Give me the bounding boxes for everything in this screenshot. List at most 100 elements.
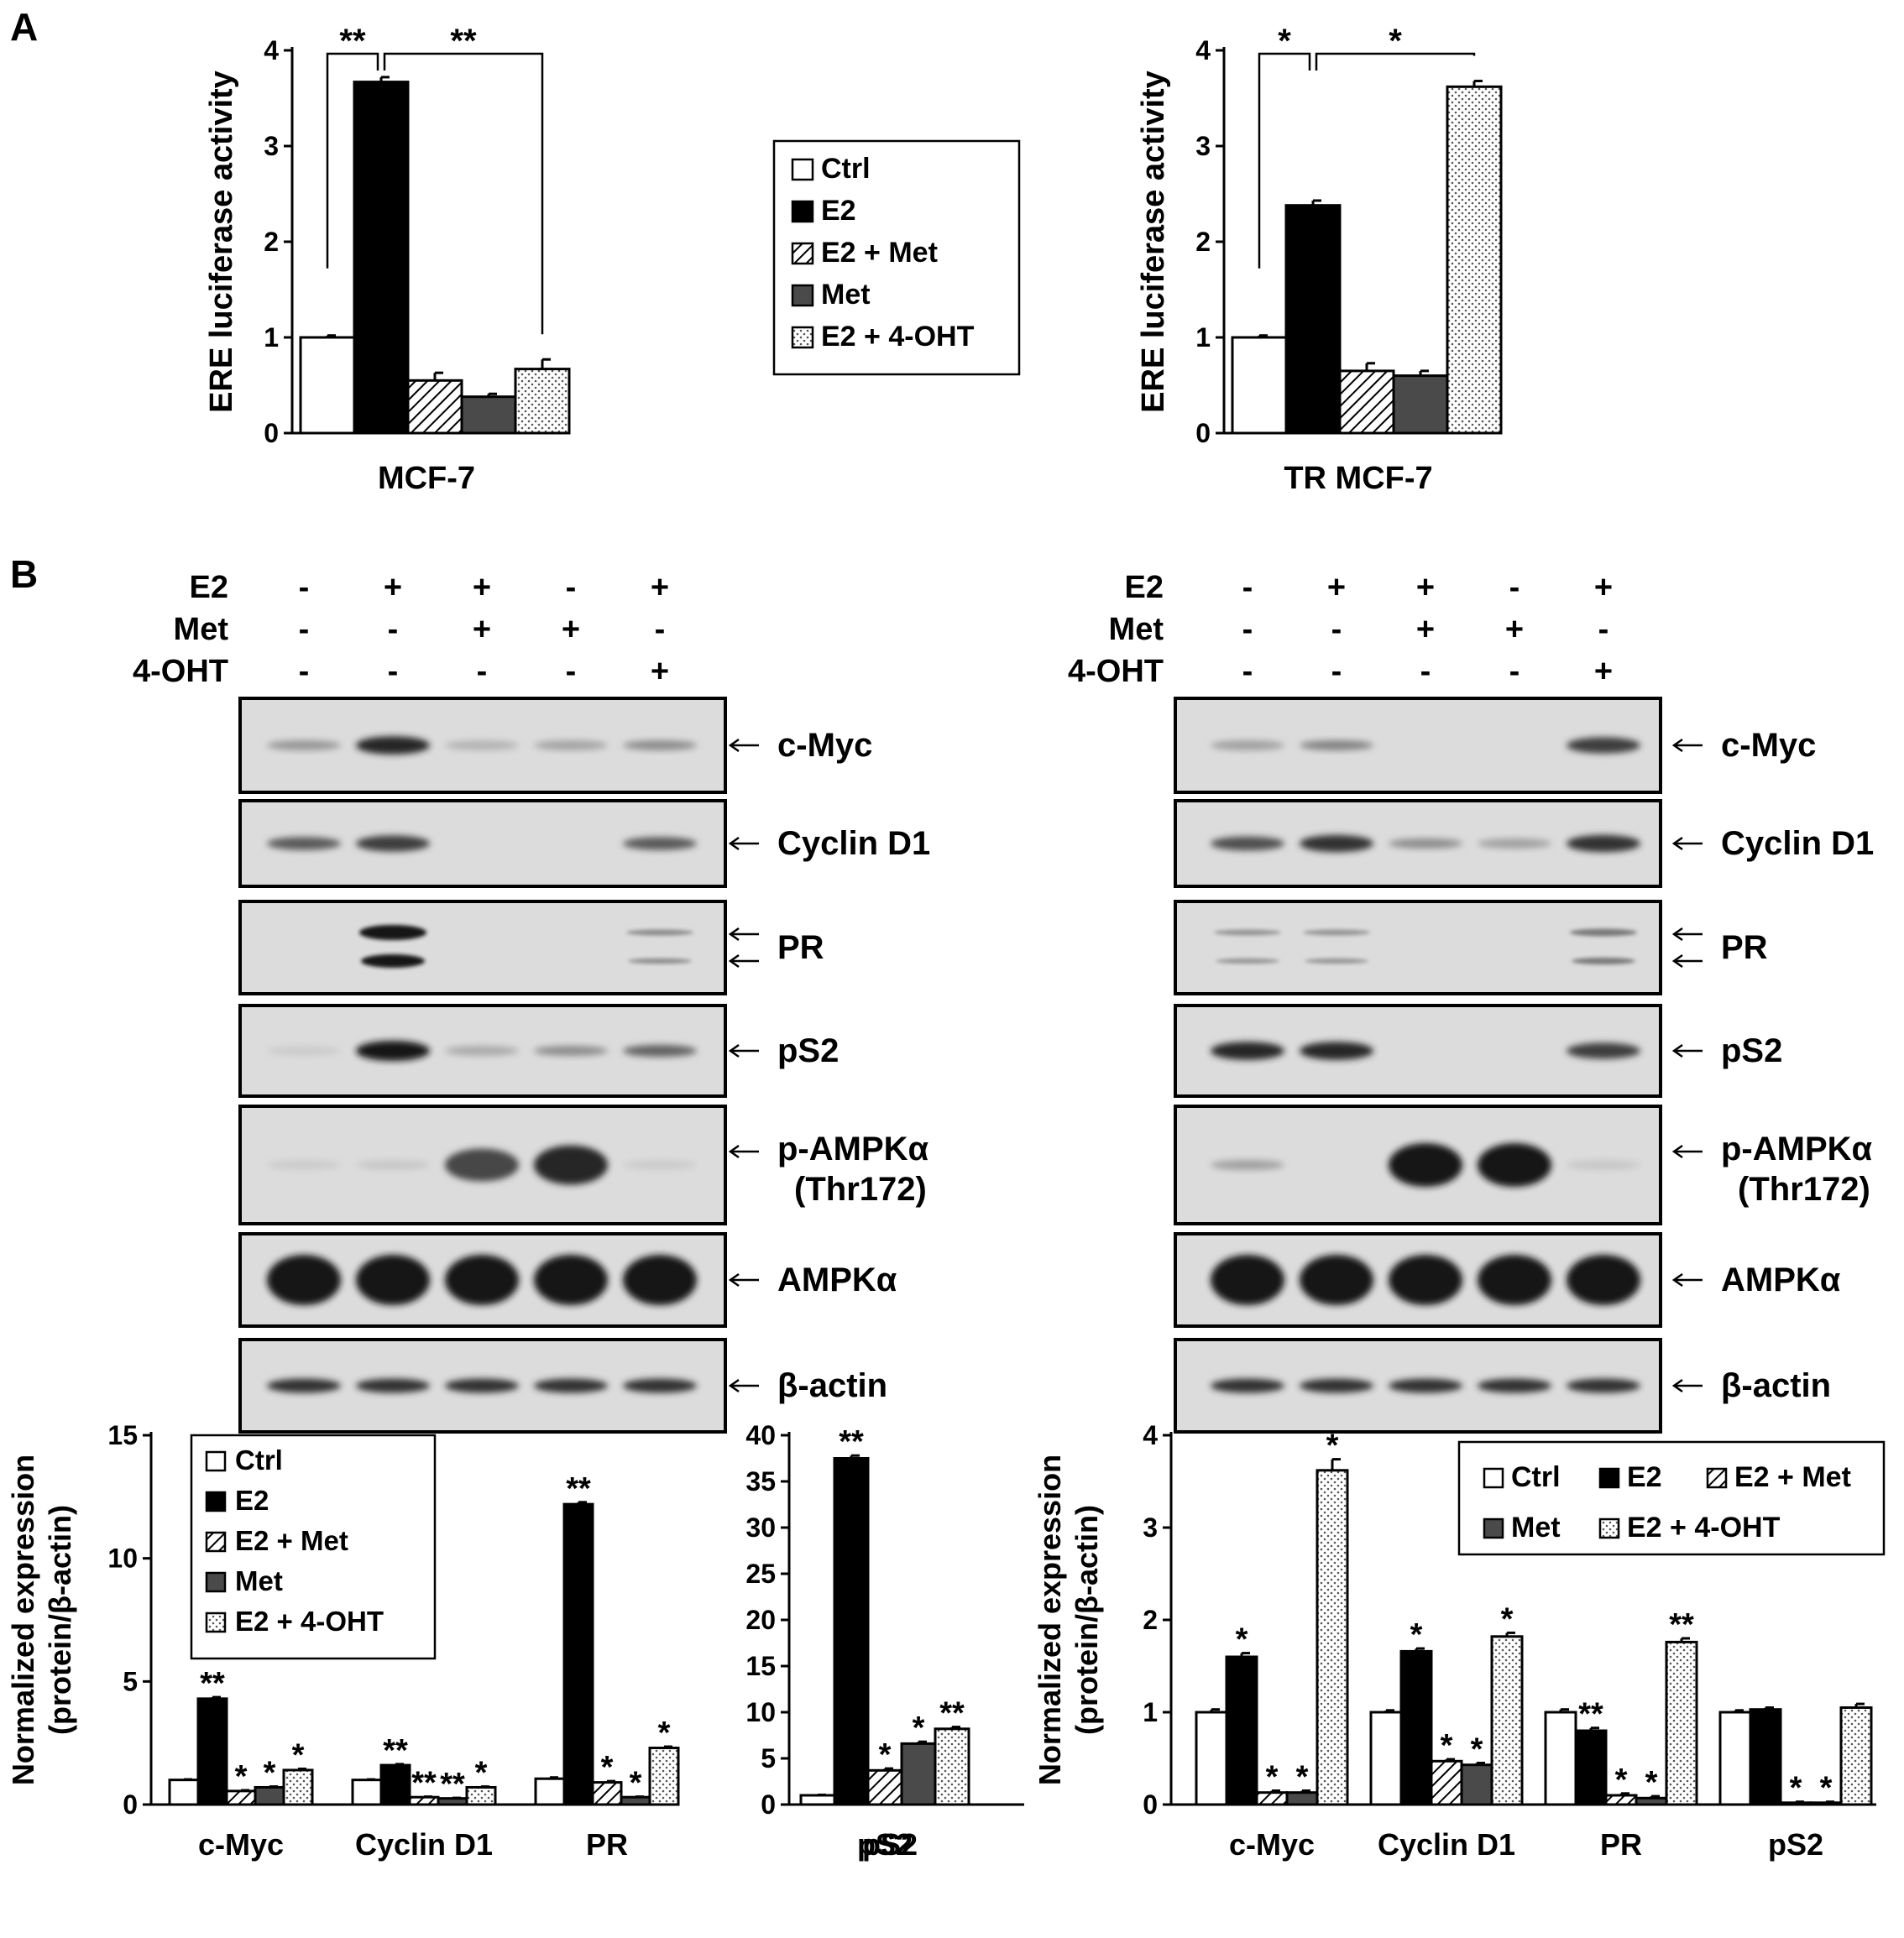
protein-band xyxy=(445,1378,519,1393)
bar-e2 xyxy=(196,1697,228,1806)
blot-arrow-head xyxy=(1671,1043,1683,1058)
bar-ctrl xyxy=(1718,1711,1752,1806)
treatment-sign: - xyxy=(1509,570,1520,605)
blot-arrow-head xyxy=(728,953,740,969)
bar-e2-4-oht xyxy=(648,1747,680,1806)
blot-arrow-head xyxy=(728,836,740,851)
bar-e2 xyxy=(1749,1708,1782,1806)
significance-mark: ** xyxy=(440,1767,465,1802)
y-tick-label: 40 xyxy=(745,1420,776,1450)
legend-label: E2 + 4-OHT xyxy=(821,321,975,353)
protein-band xyxy=(1300,1042,1373,1060)
protein-band xyxy=(1567,737,1640,754)
bar-e2-4-oht xyxy=(1665,1640,1698,1806)
legend-swatch-met xyxy=(205,1571,227,1593)
legend-label: E2 + 4-OHT xyxy=(235,1606,384,1637)
y-tick-label: 5 xyxy=(123,1666,138,1696)
blot-label-actin: β-actin xyxy=(777,1367,887,1404)
bar-e2-met xyxy=(591,1781,623,1806)
blot-label-pr: PR xyxy=(1721,929,1768,966)
blot-strip-pr xyxy=(238,900,727,995)
protein-band xyxy=(267,740,341,750)
y-tick-label: 25 xyxy=(745,1559,776,1589)
legend-swatch-e2-4-oht xyxy=(791,326,814,349)
bar-ctrl xyxy=(1231,336,1288,435)
protein-band xyxy=(1389,1378,1462,1393)
legend-label: E2 + Met xyxy=(821,237,938,269)
protein-band xyxy=(1305,958,1368,964)
y-tick-label: 4 xyxy=(1195,35,1211,65)
x-tick-label: c-Myc xyxy=(1229,1827,1315,1862)
treatment-sign: - xyxy=(655,612,666,647)
bar-e2-4-oht xyxy=(1839,1706,1873,1806)
significance-bracket xyxy=(326,52,379,269)
panel-label-b: B xyxy=(10,552,38,596)
protein-band xyxy=(267,837,341,850)
protein-band xyxy=(626,929,693,936)
protein-band xyxy=(623,1044,697,1058)
blot-label-c-myc: c-Myc xyxy=(777,727,872,764)
treatment-sign: - xyxy=(299,570,310,605)
y-tick-label: 3 xyxy=(1195,131,1211,161)
bar-met xyxy=(1460,1763,1493,1806)
legend-box xyxy=(190,1434,437,1660)
significance-mark: ** xyxy=(939,1696,965,1732)
significance-mark: ** xyxy=(383,1733,408,1768)
protein-band xyxy=(1567,834,1640,853)
blot-label-actin: β-actin xyxy=(1721,1367,1831,1404)
bar-ctrl xyxy=(299,336,356,435)
y-axis-label: Normalized expression xyxy=(1033,1455,1067,1785)
western-blots-right: c-Myc Cyclin D1 PR pS2 p-AMPKα(Thr172) AMPKα β… xyxy=(1174,697,1874,1434)
blot-label-p-ampk: p-AMPKα xyxy=(1721,1131,1873,1168)
blot-arrow-head xyxy=(1671,1272,1683,1288)
blot-arrow-head xyxy=(728,1144,740,1159)
bar-ctrl xyxy=(168,1779,200,1806)
protein-band xyxy=(1211,740,1284,750)
significance-mark: ** xyxy=(566,1471,591,1507)
y-tick-label: 5 xyxy=(761,1743,776,1773)
bar-e2-4-oht xyxy=(934,1727,970,1806)
blot-label-pr: PR xyxy=(777,929,824,966)
protein-band xyxy=(1478,1255,1551,1305)
protein-band xyxy=(445,1046,519,1056)
protein-band xyxy=(623,1160,697,1170)
significance-mark: * xyxy=(1326,1429,1339,1464)
treatment-label-4-oht: 4-OHT xyxy=(1068,654,1164,689)
blot-strip-actin xyxy=(1174,1338,1662,1434)
protein-band xyxy=(445,740,519,750)
treatment-label-e2: E2 xyxy=(1125,570,1164,605)
protein-band xyxy=(359,925,426,940)
bar-ctrl xyxy=(1544,1711,1577,1806)
significance-mark: * xyxy=(235,1759,248,1794)
blot-arrow-head xyxy=(1671,1378,1683,1393)
y-axis-label: ERE luciferase activity xyxy=(1136,71,1171,413)
bar-e2-4-oht xyxy=(1446,85,1503,435)
western-blots-left: c-Myc Cyclin D1 PR pS2 p-AMPKα(Thr172) AMPKα β… xyxy=(238,697,930,1434)
treatment-sign: - xyxy=(388,654,399,689)
legend-swatch-e2-met xyxy=(205,1531,227,1553)
significance-mark: * xyxy=(1410,1617,1423,1653)
treatment-sign: - xyxy=(1331,654,1342,689)
x-tick-label: Cyclin D1 xyxy=(355,1827,493,1862)
protein-band xyxy=(356,1255,430,1305)
chart-a-tr-mcf7: 0 1 2 3 4 TR MCF-7 ERE luciferase activity * * xyxy=(1136,23,1503,496)
significance-mark: * xyxy=(601,1750,614,1785)
significance-bracket xyxy=(383,52,544,335)
protein-band xyxy=(1572,958,1635,964)
protein-band xyxy=(1389,1143,1462,1187)
protein-band xyxy=(534,1378,608,1393)
blot-strip-p-ampk xyxy=(1174,1105,1662,1225)
legend-label: E2 xyxy=(235,1485,269,1516)
protein-band xyxy=(623,740,697,750)
legend-swatch-met xyxy=(791,284,814,307)
x-tick-label: pS2 xyxy=(1768,1827,1823,1862)
x-tick-label: pS2 xyxy=(862,1827,918,1862)
y-axis-label: (protein/β-actin) xyxy=(1070,1505,1104,1735)
significance-mark: * xyxy=(658,1716,671,1751)
blot-strip-c-myc xyxy=(238,697,727,794)
significance-mark: ** xyxy=(839,1424,864,1460)
blot-strip-cyclin-d1 xyxy=(238,799,727,888)
y-axis-label: Normalized expression xyxy=(6,1455,40,1785)
